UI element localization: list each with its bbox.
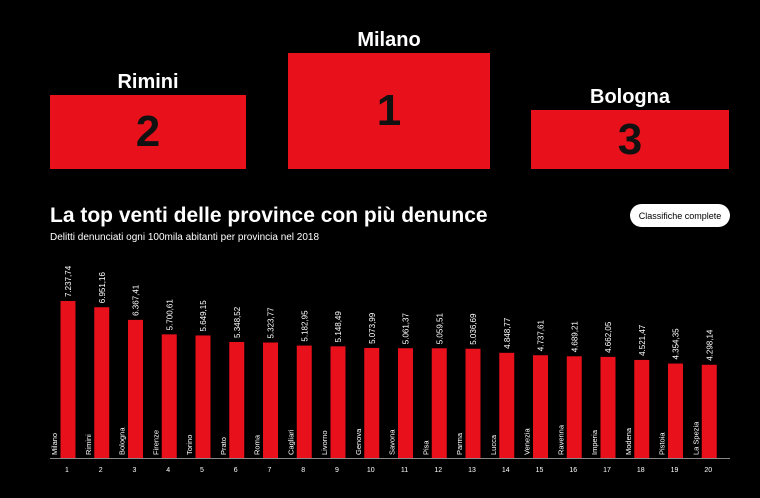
- category-label: Venezia: [523, 427, 532, 455]
- rank-label: 1: [65, 467, 69, 474]
- podium-second-name: Rimini: [117, 71, 179, 93]
- bar: [330, 346, 346, 458]
- rank-label: 11: [401, 467, 408, 474]
- bar: [364, 347, 380, 458]
- podium-third-block: 3: [531, 110, 729, 169]
- rank-label: 14: [502, 467, 510, 474]
- rank-label: 20: [704, 467, 712, 474]
- bar: [195, 335, 211, 458]
- bar: [94, 307, 110, 458]
- bar: [398, 348, 413, 458]
- bar-value-label: 4.662,05: [604, 321, 613, 353]
- bar-value-label: 4.521,47: [638, 324, 647, 356]
- rank-label: 10: [367, 467, 375, 474]
- rank-label: 15: [536, 467, 544, 474]
- podium-first-block: 1: [288, 53, 490, 169]
- bar-value-label: 5.182,95: [300, 310, 309, 342]
- bar-value-label: 5.700,61: [165, 299, 174, 331]
- category-label: Rimini: [84, 434, 93, 455]
- bar-value-label: 5.148,49: [334, 311, 343, 343]
- category-label: Cagliari: [286, 429, 295, 455]
- bar-value-label: 4.848,77: [503, 317, 512, 349]
- chart-title: La top venti delle province con più denu…: [50, 204, 488, 227]
- bar: [229, 341, 245, 458]
- category-label: La Spezia: [691, 421, 700, 455]
- category-label: Torino: [185, 435, 194, 455]
- category-label: Modena: [624, 427, 633, 455]
- bar-value-label: 5.323,77: [267, 307, 276, 339]
- bar-value-label: 5.073,99: [368, 312, 377, 344]
- rank-label: 18: [637, 467, 645, 474]
- bar-value-label: 6.951,16: [98, 272, 107, 304]
- bar: [634, 359, 650, 458]
- rank-label: 7: [268, 467, 272, 474]
- rank-label: 13: [468, 467, 476, 474]
- category-label: Genova: [354, 428, 363, 455]
- bar-value-label: 4.737,61: [537, 320, 546, 352]
- rank-label: 3: [133, 467, 137, 474]
- podium-first-name: Milano: [357, 29, 421, 51]
- category-label: Livorno: [320, 430, 329, 455]
- bar-chart: 7.237,74 Milano 1 6.951,16 Rimini 2 6.367,41 Bo…: [50, 265, 730, 474]
- bar: [566, 356, 582, 458]
- rank-label: 16: [569, 467, 577, 474]
- bar: [533, 355, 548, 458]
- bar-value-label: 5.036,69: [469, 313, 478, 345]
- category-label: Pistoia: [658, 432, 667, 455]
- bar-value-label: 7.237,74: [64, 265, 73, 297]
- bar-value-label: 4.298,14: [705, 329, 714, 361]
- category-label: Prato: [219, 437, 228, 455]
- rank-label: 2: [99, 467, 103, 474]
- chart-subtitle: Delitti denunciati ogni 100mila abitanti…: [50, 232, 320, 243]
- rank-label: 8: [301, 467, 305, 474]
- category-label: Parma: [455, 432, 464, 455]
- rank-label: 4: [166, 467, 170, 474]
- bar: [499, 352, 515, 458]
- category-label: Lucca: [489, 434, 498, 455]
- bar-value-label: 5.061,37: [402, 313, 411, 345]
- bar: [600, 356, 616, 458]
- rank-label: 6: [234, 467, 238, 474]
- category-label: Roma: [253, 434, 262, 455]
- bar: [128, 319, 143, 458]
- rank-label: 9: [335, 467, 339, 474]
- bar: [263, 342, 278, 458]
- full-rankings-button[interactable]: Classifiche complete: [630, 204, 730, 227]
- bar-value-label: 4.354,35: [672, 328, 681, 360]
- rank-label: 19: [671, 467, 679, 474]
- podium-third-name: Bologna: [590, 86, 670, 108]
- category-label: Bologna: [118, 427, 127, 455]
- bar-value-label: 6.367,41: [132, 284, 141, 316]
- category-label: Imperia: [590, 429, 599, 455]
- bar: [431, 348, 447, 458]
- bar: [701, 364, 717, 458]
- bar: [465, 348, 481, 458]
- bar-value-label: 5.059,51: [435, 313, 444, 345]
- bar-value-label: 5.348,52: [233, 306, 242, 338]
- rank-label: 12: [434, 467, 442, 474]
- category-label: Ravenna: [556, 424, 565, 455]
- rank-label: 17: [603, 467, 611, 474]
- bar: [296, 345, 312, 458]
- category-label: Pisa: [421, 440, 430, 455]
- bar: [161, 334, 177, 458]
- bar: [668, 363, 683, 458]
- bar: [60, 301, 76, 458]
- category-label: Firenze: [151, 430, 160, 455]
- category-label: Milano: [50, 433, 59, 455]
- bar-value-label: 4.689,21: [570, 321, 579, 353]
- podium-second-block: 2: [50, 95, 246, 169]
- category-label: Savona: [388, 429, 397, 455]
- rank-label: 5: [200, 467, 204, 474]
- bar-value-label: 5.649,15: [199, 300, 208, 332]
